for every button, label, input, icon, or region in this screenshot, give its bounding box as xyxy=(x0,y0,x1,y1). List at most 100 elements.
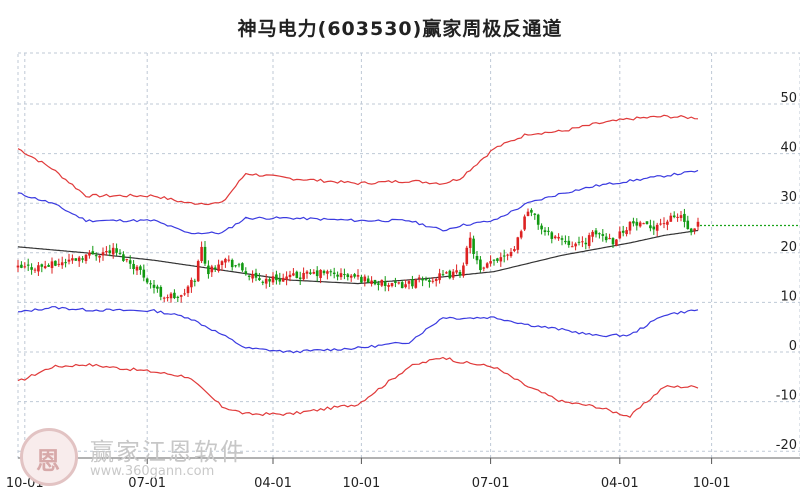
candle-down xyxy=(268,279,271,282)
candle-up xyxy=(523,216,526,230)
candle-up xyxy=(220,261,224,266)
candle-up xyxy=(414,279,418,288)
candle-down xyxy=(540,225,543,230)
candle-down xyxy=(343,274,346,276)
candle-up xyxy=(162,297,166,299)
candle-up xyxy=(465,247,469,265)
candle-up xyxy=(77,257,81,262)
candle-up xyxy=(50,261,54,269)
candle-down xyxy=(601,234,605,236)
candle-down xyxy=(536,214,540,225)
y-tick-label: -20 xyxy=(776,438,797,453)
candle-up xyxy=(349,275,353,278)
candle-up xyxy=(169,293,173,299)
candle-down xyxy=(448,270,452,279)
candle-down xyxy=(594,230,598,235)
candle-down xyxy=(332,272,336,275)
candle-down xyxy=(261,281,265,283)
y-axis: 50 40 30 20 10 0 -10 -20 xyxy=(776,91,797,453)
candle-down xyxy=(122,254,125,261)
candle-down xyxy=(353,274,356,277)
candle-up xyxy=(88,252,91,256)
candle-down xyxy=(400,282,404,289)
y-tick-label: 20 xyxy=(780,240,797,255)
candle-down xyxy=(241,263,244,271)
candle-up xyxy=(696,221,700,227)
candle-up xyxy=(264,278,268,284)
candle-down xyxy=(366,278,370,283)
candle-up xyxy=(506,254,509,256)
x-tick-label: 07-01 xyxy=(128,476,166,491)
candle-down xyxy=(649,225,652,229)
candle-up xyxy=(135,266,139,271)
candle-down xyxy=(441,274,445,276)
candle-up xyxy=(224,258,227,263)
candle-down xyxy=(20,264,23,268)
candle-up xyxy=(553,236,557,239)
candle-up xyxy=(591,231,594,237)
candle-up xyxy=(292,273,295,276)
candle-down xyxy=(203,246,207,264)
candle-up xyxy=(445,272,448,274)
candle-up xyxy=(676,216,679,218)
candle-down xyxy=(479,259,482,271)
candle-up xyxy=(57,263,61,265)
candle-down xyxy=(458,272,462,276)
candle-down xyxy=(329,271,333,273)
candle-down xyxy=(91,251,95,255)
candle-up xyxy=(404,284,407,288)
candle-up xyxy=(33,269,37,271)
candle-up xyxy=(271,276,275,283)
candle-up xyxy=(489,261,492,264)
candle-down xyxy=(115,248,118,253)
candle-down xyxy=(118,252,122,254)
candle-up xyxy=(666,221,669,225)
candle-down xyxy=(635,221,639,226)
candle-down xyxy=(567,240,571,246)
x-tick-label: 10-01 xyxy=(693,476,731,491)
candle-down xyxy=(298,277,302,280)
candle-up xyxy=(370,280,373,284)
candle-up xyxy=(285,276,288,280)
candle-up xyxy=(111,247,115,255)
candle-up xyxy=(210,266,214,273)
candle-up xyxy=(407,281,411,284)
candle-up xyxy=(570,246,574,248)
candle-up xyxy=(125,259,129,261)
candle-down xyxy=(421,279,424,281)
candle-up xyxy=(557,236,560,239)
midline xyxy=(17,229,699,285)
candle-up xyxy=(655,224,659,231)
inner-lower-band xyxy=(17,306,699,354)
candle-up xyxy=(438,273,441,281)
candle-down xyxy=(689,228,693,233)
x-axis: 10-01 07-01 04-01 10-01 07-01 04-01 10-01 xyxy=(6,457,800,491)
candle-down xyxy=(598,233,601,235)
candle-up xyxy=(455,270,458,273)
candle-up xyxy=(628,221,632,231)
candle-up xyxy=(618,231,622,239)
candle-down xyxy=(475,255,479,261)
candle-down xyxy=(244,271,248,274)
candle-up xyxy=(587,235,591,246)
candle-up xyxy=(390,283,394,287)
watermark-seal-text: 恩 xyxy=(36,447,60,475)
candle-down xyxy=(81,258,84,260)
candle-up xyxy=(662,223,666,225)
candle-up xyxy=(615,239,618,246)
candle-up xyxy=(638,222,642,227)
candle-down xyxy=(94,255,98,257)
candle-down xyxy=(604,236,608,241)
candle-up xyxy=(434,278,438,282)
candle-down xyxy=(47,265,50,267)
candle-up xyxy=(43,266,47,269)
candle-down xyxy=(543,230,547,233)
y-tick-label: 0 xyxy=(789,339,797,354)
candle-up xyxy=(23,266,27,268)
candle-down xyxy=(173,292,176,299)
candle-down xyxy=(492,259,496,261)
candle-down xyxy=(275,274,278,281)
x-tick-label: 07-01 xyxy=(472,476,510,491)
candle-down xyxy=(108,250,112,253)
